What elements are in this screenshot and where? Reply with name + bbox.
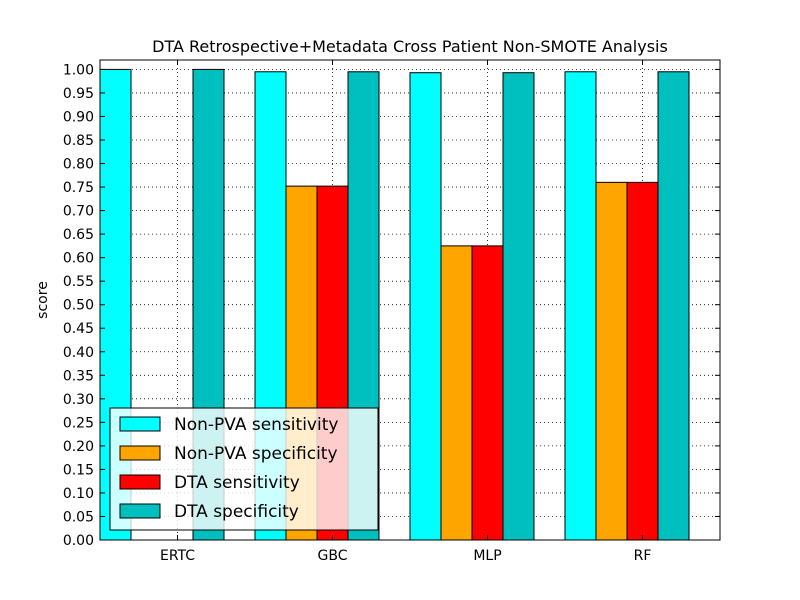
- y-tick-label: 0.30: [63, 392, 94, 408]
- y-tick-label: 0.10: [63, 486, 94, 502]
- bar-rf-non-pva-sensitivity: [564, 71, 597, 541]
- legend-label: DTA specificity: [174, 502, 299, 522]
- y-tick-label: 1.00: [63, 62, 94, 78]
- legend: Non-PVA sensitivity Non-PVA specificity DT…: [109, 407, 379, 531]
- chart-title: DTA Retrospective+Metadata Cross Patient…: [152, 37, 668, 56]
- y-tick-label: 0.15: [63, 462, 94, 478]
- bar-mlp-non-pva-sensitivity: [409, 72, 442, 541]
- y-axis-label: score: [35, 281, 51, 319]
- y-tick-label: 0.60: [63, 251, 94, 267]
- x-tick-label: GBC: [318, 548, 348, 564]
- bar-mlp-dta-specificity: [502, 72, 535, 541]
- y-tick-label: 0.75: [63, 180, 94, 196]
- legend-swatch: [119, 445, 161, 461]
- bar-rf-dta-specificity: [657, 71, 690, 541]
- legend-label: Non-PVA sensitivity: [174, 415, 338, 435]
- y-tick-label: 0.70: [63, 204, 94, 220]
- y-tick-label: 0.25: [63, 415, 94, 431]
- y-tick-label: 0.45: [63, 321, 94, 337]
- legend-swatch: [119, 503, 161, 519]
- bar-mlp-non-pva-specificity: [440, 245, 473, 541]
- y-tick-label: 0.00: [63, 533, 94, 549]
- y-tick-label: 0.90: [63, 109, 94, 125]
- axis-ticks: 0.00 0.05 0.10 0.15 0.20 0.25 0.30 0.35 0.40 0.45…: [63, 60, 720, 564]
- x-tick-label: ERTC: [160, 548, 195, 564]
- y-tick-label: 0.20: [63, 439, 94, 455]
- bar-mlp-dta-sensitivity: [471, 245, 504, 541]
- legend-label: DTA sensitivity: [174, 473, 300, 493]
- y-tick-label: 0.35: [63, 368, 94, 384]
- bar-rf-non-pva-specificity: [595, 181, 628, 541]
- y-tick-label: 0.80: [63, 157, 94, 173]
- y-tick-label: 0.50: [63, 298, 94, 314]
- legend-label: Non-PVA specificity: [174, 444, 338, 464]
- y-tick-label: 0.95: [63, 86, 94, 102]
- y-tick-label: 0.85: [63, 133, 94, 149]
- legend-swatch: [119, 474, 161, 490]
- y-tick-label: 0.05: [63, 509, 94, 525]
- y-tick-label: 0.40: [63, 345, 94, 361]
- legend-swatch: [119, 416, 161, 432]
- plot-frame: [99, 59, 721, 541]
- x-tick-label: RF: [634, 548, 652, 564]
- y-tick-label: 0.55: [63, 274, 94, 290]
- bar-rf-dta-sensitivity: [626, 181, 659, 541]
- x-tick-label: MLP: [473, 548, 501, 564]
- y-tick-label: 0.65: [63, 227, 94, 243]
